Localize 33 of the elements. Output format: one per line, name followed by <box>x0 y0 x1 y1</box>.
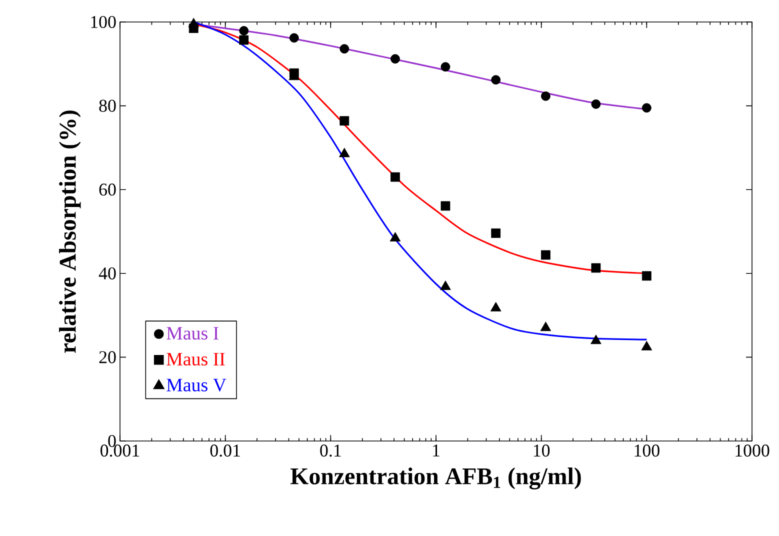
point <box>390 172 400 182</box>
point <box>642 271 652 281</box>
point <box>590 334 602 344</box>
x-tick-label: 0.01 <box>210 444 240 457</box>
point <box>340 116 350 126</box>
y-axis-title: relative Absorption (%) <box>59 110 81 353</box>
legend-label: Maus V <box>166 378 226 392</box>
point <box>390 232 401 242</box>
y-tick-label: 80 <box>99 100 116 112</box>
point <box>239 35 249 45</box>
point <box>490 302 502 312</box>
legend-label: Maus I <box>166 327 218 340</box>
x-axis-title: Konzentration AFB$_{1}$ (ng/ml) <box>290 468 581 490</box>
point <box>540 250 550 260</box>
y-tick-label: 40 <box>98 267 116 280</box>
x-tick-label: 1000 <box>736 444 770 457</box>
x-tick-label: 10 <box>534 444 550 457</box>
x-tick-label: 100 <box>634 444 660 457</box>
point <box>591 263 601 273</box>
x-tick-label: 0.001 <box>100 444 140 457</box>
y-tick-label: 20 <box>99 351 116 364</box>
y-tick-label: 60 <box>99 184 116 196</box>
point <box>440 280 451 290</box>
x-tick-label: 0.1 <box>320 444 341 457</box>
point <box>641 340 652 350</box>
y-tick-label: 0 <box>108 434 116 448</box>
point <box>339 148 350 158</box>
legend-label: Maus II <box>166 352 225 366</box>
point <box>540 322 552 332</box>
point <box>491 228 501 238</box>
point <box>440 201 450 211</box>
y-tick-label: 100 <box>91 16 116 28</box>
x-tick-label: 1 <box>433 444 440 456</box>
